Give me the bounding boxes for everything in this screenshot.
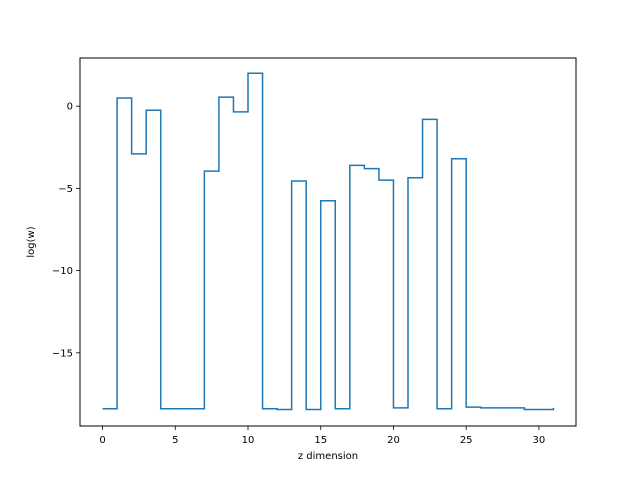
x-tick-label: 25 [460,435,473,446]
y-tick-label: −5 [58,184,73,195]
y-tick-label: −10 [52,266,73,277]
x-tick-label: 20 [387,435,400,446]
series-layer [102,72,555,411]
x-tick-label: 15 [314,435,327,446]
y-axis-label: log(w) [26,226,37,257]
ticks: 0 5 10 15 20 25 30 −15 −10 −5 0 [52,102,545,446]
y-tick-label: −15 [52,348,73,359]
x-axis-label: z dimension [298,451,358,462]
y-tick-label: 0 [67,102,73,113]
series-line-0 [102,72,555,411]
x-tick-label: 30 [533,435,546,446]
x-tick-label: 0 [99,435,105,446]
plot-frame [79,57,577,427]
x-tick-label: 10 [242,435,255,446]
x-tick-label: 5 [172,435,178,446]
